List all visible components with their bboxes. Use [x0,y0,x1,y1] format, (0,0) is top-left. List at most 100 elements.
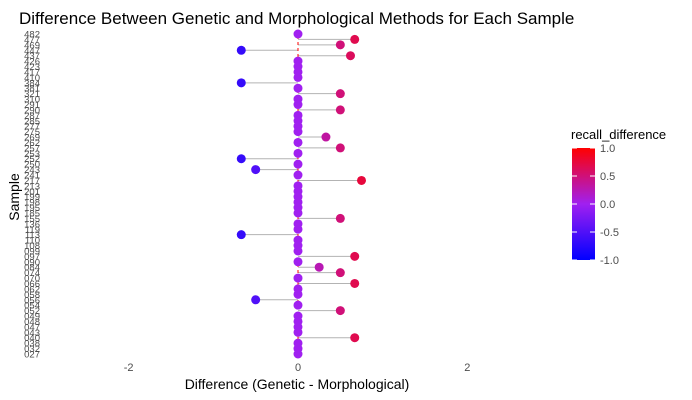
point-241 [293,170,303,180]
point-275 [293,127,303,137]
point-410 [293,72,303,82]
y-tick-label-074: 074 [24,268,40,279]
y-tick-label-287: 287 [24,111,40,122]
point-097 [350,251,360,261]
y-tick-label-195: 195 [24,203,40,214]
point-058 [293,289,303,299]
x-tick-labels: -2 0 2 [124,362,471,374]
legend-tick-label: -1.0 [600,255,619,267]
point-054 [293,300,303,310]
y-tick-label-241: 241 [24,171,40,182]
point-066 [350,278,360,288]
legend-tick-layer: 1.0 0.5 0.0 -0.5 -1.0 [572,143,619,267]
point-253 [293,148,303,158]
y-axis-title: Sample [6,173,22,221]
y-tick-label-310: 310 [24,95,40,106]
y-tick-label-437: 437 [24,51,40,62]
y-tick-label-213: 213 [24,181,40,192]
y-tick-label-290: 290 [24,105,40,116]
y-tick-label-277: 277 [24,122,40,133]
point-052 [335,306,345,316]
y-tick-label-113: 113 [25,230,40,241]
y-tick-label-136: 136 [24,219,40,230]
y-tick-label-321: 321 [24,89,40,100]
y-tick-label-110: 110 [25,236,40,247]
y-tick-label-199: 199 [24,192,40,203]
point-043 [293,327,303,337]
y-tick-label-047: 047 [24,322,40,333]
y-tick-label-155: 155 [24,214,40,225]
x-tick-label-2: 2 [464,362,470,374]
y-tick-label-027: 027 [24,350,40,361]
y-tick-label-291: 291 [24,100,40,111]
y-tick-label-253: 253 [24,149,40,160]
y-tick-label-038: 038 [24,339,40,350]
legend-title: recall_difference [571,127,666,142]
point-257 [335,143,345,153]
y-tick-label-250: 250 [24,160,40,171]
y-tick-label-099: 099 [24,246,40,257]
y-tick-label-084: 084 [24,263,40,274]
point-119 [293,224,303,234]
y-tick-label-217: 217 [24,176,40,187]
y-tick-label-201: 201 [24,187,40,198]
y-tick-label-056: 056 [24,295,40,306]
point-217 [357,175,366,185]
y-tick-label-070: 070 [24,274,40,285]
point-113 [236,230,246,240]
stem-layer [241,38,362,339]
y-tick-label-243: 243 [24,165,40,176]
y-tick-label-269: 269 [24,133,40,144]
y-tick-label-090: 090 [24,257,40,268]
point-040 [350,333,360,343]
y-tick-label-048: 048 [24,317,40,328]
y-tick-label-198: 198 [24,198,40,209]
y-tick-label-252: 252 [24,154,40,165]
point-185 [293,208,303,218]
chart-title: Difference Between Genetic and Morpholog… [19,9,574,28]
y-tick-label-066: 066 [24,279,40,290]
y-tick-label-043: 043 [24,328,40,339]
point-482 [293,29,303,39]
y-tick-label-058: 058 [24,290,40,301]
y-tick-label-482: 482 [24,30,40,41]
point-262 [293,137,303,147]
point-250 [293,159,303,169]
y-tick-label-119: 119 [25,225,40,236]
y-tick-label-477: 477 [24,35,40,46]
y-tick-label-062: 062 [24,284,40,295]
y-tick-label-185: 185 [24,208,40,219]
y-tick-label-054: 054 [24,301,40,312]
x-tick-label--2: -2 [124,362,134,374]
x-tick-label-0: 0 [295,362,301,374]
y-tick-label-417: 417 [24,67,40,78]
point-099 [293,246,303,256]
legend-tick-label: 0.0 [600,199,615,211]
y-tick-label-384: 384 [24,78,40,89]
point-074 [335,268,345,278]
point-243 [251,165,261,175]
y-tick-label-285: 285 [24,116,40,127]
y-tick-label-040: 040 [24,333,40,344]
point-layer [236,29,366,359]
legend-colorbar [572,148,595,260]
y-tick-label-262: 262 [24,138,40,149]
y-tick-label-469: 469 [24,40,40,51]
y-tick-label-423: 423 [24,62,40,73]
y-tick-label-447: 447 [24,46,40,57]
point-447 [236,45,246,55]
point-437 [345,51,355,61]
point-090 [293,257,303,267]
legend-tick-label: 1.0 [600,143,615,155]
point-155 [335,213,345,223]
point-291 [293,100,303,110]
legend-tick-label: 0.5 [600,171,615,183]
point-381 [293,83,303,93]
point-477 [350,34,360,44]
point-070 [293,273,303,283]
point-084 [314,262,324,272]
point-252 [236,154,246,164]
point-290 [335,105,345,115]
point-027 [293,349,303,359]
